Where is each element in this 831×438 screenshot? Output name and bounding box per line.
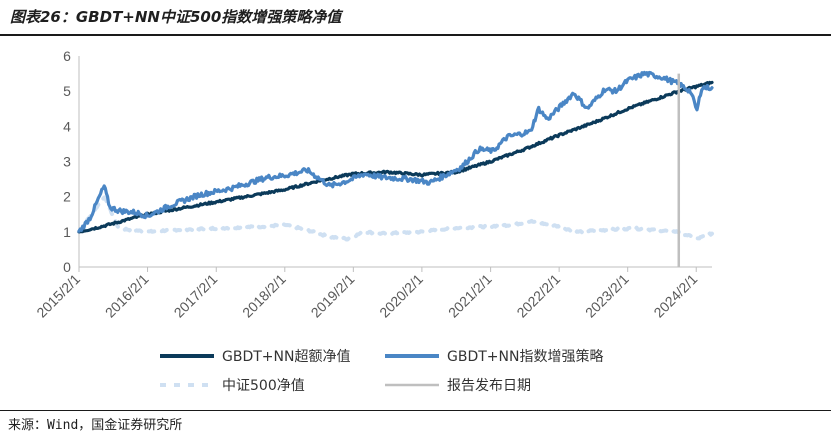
y-tick-label: 2 <box>63 189 71 205</box>
x-tick-label: 2017/2/1 <box>171 271 221 321</box>
y-tick-label: 6 <box>63 48 71 64</box>
x-tick-label: 2016/2/1 <box>102 271 152 321</box>
x-ticks-group: 2015/2/1 2016/2/1 2017/2/1 2018/2/1 2019/2/1… <box>33 267 700 321</box>
enhanced-strategy-line <box>77 70 714 233</box>
x-tick-label: 2021/2/1 <box>445 271 495 321</box>
x-tick-label: 2018/2/1 <box>239 271 289 321</box>
y-tick-label: 0 <box>63 259 71 275</box>
axes-group <box>78 56 712 268</box>
y-ticks-group: 0 1 2 3 4 5 6 <box>63 48 71 275</box>
legend-enhanced-label: GBDT+NN指数增强策略 <box>447 348 603 365</box>
source-note: 来源：Wind，国金证券研究所 <box>8 418 183 433</box>
csi500-net-value-line <box>77 195 714 242</box>
x-tick-label: 2023/2/1 <box>582 271 632 321</box>
y-tick-label: 1 <box>63 224 71 240</box>
x-tick-label: 2022/2/1 <box>513 271 563 321</box>
x-tick-label: 2020/2/1 <box>376 271 426 321</box>
excess-net-value-line <box>77 80 714 234</box>
legend-excess-label: GBDT+NN超额净值 <box>222 349 350 365</box>
footer-divider <box>0 410 831 411</box>
x-tick-label: 2019/2/1 <box>308 271 358 321</box>
y-tick-label: 4 <box>63 118 71 134</box>
x-tick-label: 2015/2/1 <box>33 271 83 321</box>
y-tick-label: 3 <box>63 154 71 170</box>
chart-title: 图表26：GBDT+NN中证500指数增强策略净值 <box>10 8 342 26</box>
x-tick-label: 2024/2/1 <box>650 271 700 321</box>
y-tick-label: 5 <box>63 83 71 99</box>
series-group <box>77 70 714 267</box>
title-divider <box>0 34 831 36</box>
legend-csi500-label: 中证500净值 <box>222 378 305 394</box>
legend-report-date-label: 报告发布日期 <box>447 378 531 394</box>
